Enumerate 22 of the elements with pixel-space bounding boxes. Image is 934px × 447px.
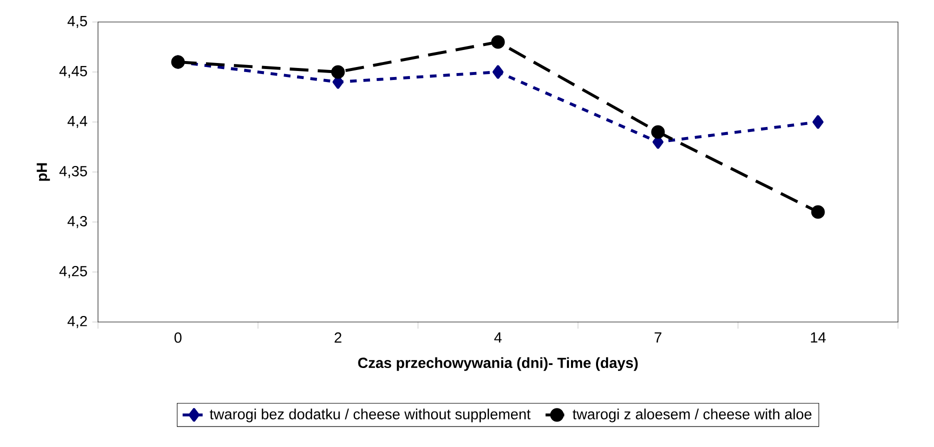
y-tick-label: 4,45 — [59, 66, 87, 78]
point — [492, 65, 504, 79]
y-tick-label: 4,35 — [59, 166, 87, 178]
point — [811, 205, 825, 219]
x-tick-label: 4 — [494, 332, 502, 342]
y-tick-label: 4,2 — [68, 316, 87, 328]
x-tick-label: 14 — [810, 332, 826, 342]
x-tick-label: 0 — [174, 332, 182, 343]
y-tick-label: 4,25 — [59, 266, 87, 278]
y-tick-label: 4,4 — [68, 116, 88, 128]
x-tick-label: 2 — [334, 332, 342, 343]
point — [331, 65, 345, 79]
point — [812, 115, 824, 129]
point — [491, 35, 505, 49]
y-axis-title: pH — [36, 163, 50, 181]
x-axis-title: Czas przechowywania (dni)- Time (days) — [358, 357, 638, 371]
y-tick-label: 4,3 — [68, 216, 87, 228]
point — [651, 125, 665, 139]
y-tick-label: 4,5 — [68, 16, 87, 28]
x-tick-label: 7 — [654, 332, 662, 342]
legend-label: twarogi bez dodatku / cheese without supplement — [210, 408, 531, 422]
legend-label: twarogi z aloesem / cheese with aloe — [572, 408, 812, 422]
